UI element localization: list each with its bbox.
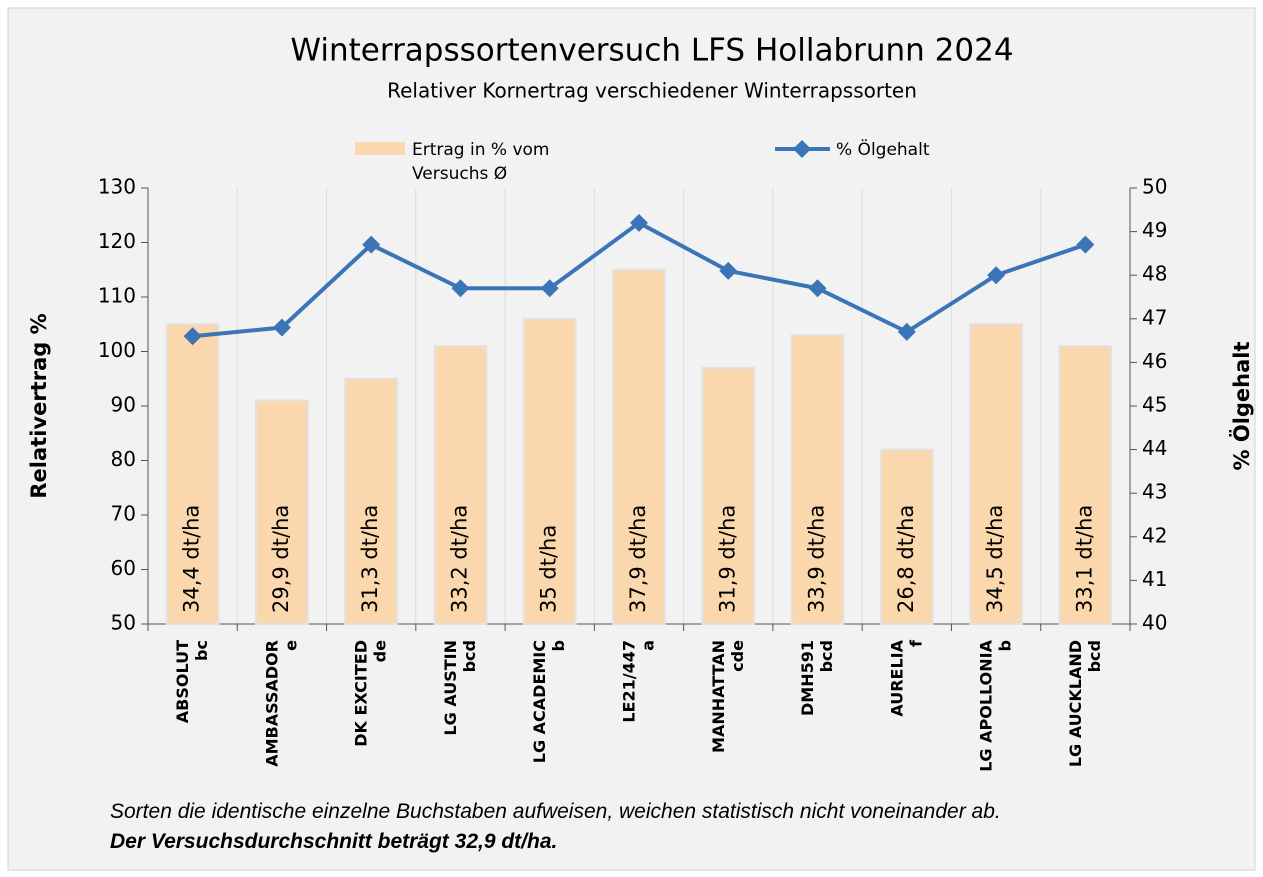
y2-tick-label: 40 [1142, 611, 1167, 635]
y2-tick-label: 47 [1142, 305, 1167, 329]
y2-axis-title: % Ölgehalt [1229, 341, 1254, 470]
x-tick-group: b [996, 640, 1015, 651]
bar-label: 37,9 dt/ha [626, 505, 650, 613]
line-marker [897, 322, 916, 341]
y-tick-label: 110 [98, 284, 136, 308]
legend-swatch [793, 140, 811, 158]
x-tick-label: LE21/447 [620, 640, 639, 723]
bar [879, 448, 934, 625]
bar-label: 26,8 dt/ha [894, 505, 918, 613]
y-tick-label: 130 [98, 175, 136, 199]
y2-tick-label: 46 [1142, 349, 1167, 373]
line-marker [362, 235, 381, 254]
bar [522, 317, 577, 625]
y-tick-label: 120 [98, 229, 136, 253]
y-tick-label: 60 [111, 556, 136, 580]
bar-label: 34,5 dt/ha [983, 505, 1007, 613]
bar [612, 268, 666, 625]
x-tick-group: e [281, 640, 300, 651]
x-tick-label: LG APOLLONIA [977, 639, 996, 771]
y2-tick-label: 45 [1142, 393, 1167, 417]
x-tick-group: f [906, 639, 925, 647]
bar-label: 35 dt/ha [537, 525, 561, 613]
line-marker [451, 279, 470, 298]
x-tick-group: de [371, 640, 390, 662]
x-tick-label: AURELIA [887, 639, 906, 716]
x-tick-group: b [549, 640, 568, 651]
x-tick-group: bcd [817, 640, 836, 672]
y-tick-label: 50 [111, 611, 136, 635]
line-marker [183, 327, 202, 346]
x-tick-group: cde [728, 640, 747, 672]
y2-tick-label: 50 [1142, 175, 1167, 199]
bar [790, 334, 845, 625]
line-marker [987, 266, 1006, 285]
bar-label: 34,4 dt/ha [180, 505, 204, 613]
line-marker [540, 279, 559, 298]
legend-swatch [355, 142, 405, 155]
y2-tick-label: 42 [1142, 523, 1167, 547]
x-tick-label: DMH591 [798, 640, 817, 716]
bar-label: 31,3 dt/ha [358, 505, 382, 613]
x-tick-label: ABSOLUT [173, 640, 192, 723]
x-tick-label: LG ACADEMIC [530, 640, 549, 763]
x-tick-group: bcd [1085, 640, 1104, 672]
line-marker [272, 318, 291, 337]
x-tick-label: MANHATTAN [709, 640, 728, 753]
y-axis-title: Relativertrag % [27, 313, 51, 498]
y-tick-label: 100 [98, 338, 136, 362]
bar [344, 377, 399, 625]
chart-subtitle: Relativer Kornertrag verschiedener Winte… [387, 79, 917, 103]
bar [969, 323, 1023, 625]
y-tick-label: 80 [111, 447, 136, 471]
bar-label: 33,9 dt/ha [805, 505, 829, 613]
line-marker [1076, 235, 1095, 254]
bar [433, 345, 488, 625]
y2-tick-label: 44 [1142, 436, 1167, 460]
footnote: Sorten die identische einzelne Buchstabe… [110, 800, 1001, 823]
y-tick-label: 70 [111, 502, 136, 526]
bar-label: 33,1 dt/ha [1072, 505, 1096, 613]
y2-tick-label: 41 [1142, 567, 1167, 591]
x-tick-group: a [639, 640, 658, 651]
x-tick-group: bcd [460, 640, 479, 672]
line-marker [719, 261, 738, 280]
bar [1058, 345, 1113, 625]
x-tick-label: LG AUCKLAND [1066, 640, 1085, 767]
legend-label: % Ölgehalt [836, 138, 930, 160]
y-tick-label: 90 [111, 393, 136, 417]
line-marker [630, 213, 648, 232]
x-tick-label: DK EXCITED [352, 640, 371, 747]
bar-label: 31,9 dt/ha [715, 505, 739, 613]
legend-label: Ertrag in % vom Versuchs Ø [412, 140, 550, 184]
line-marker [808, 279, 827, 298]
bar-label: 29,9 dt/ha [269, 505, 293, 613]
x-tick-label: LG AUSTIN [441, 640, 460, 736]
chart-title: Winterrapssortenversuch LFS Hollabrunn 2… [290, 33, 1013, 69]
bar [165, 323, 220, 625]
y2-tick-label: 43 [1142, 480, 1167, 504]
footnote: Der Versuchsdurchschnitt beträgt 32,9 dt… [110, 830, 558, 853]
bar [255, 399, 309, 625]
x-tick-label: AMBASSADOR [262, 640, 281, 767]
bar [701, 366, 756, 625]
x-tick-group: bc [192, 640, 211, 661]
y2-tick-label: 49 [1142, 218, 1167, 242]
y2-tick-label: 48 [1142, 262, 1167, 286]
bar-label: 33,2 dt/ha [447, 505, 471, 613]
